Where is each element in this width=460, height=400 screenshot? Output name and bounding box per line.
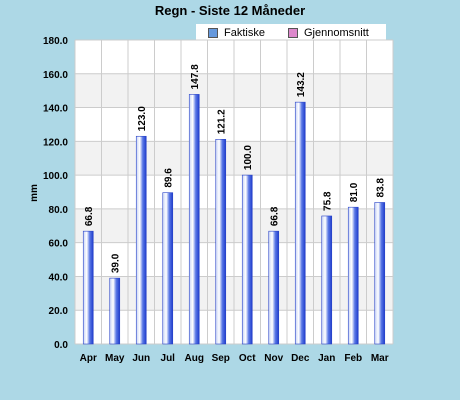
bar <box>268 230 280 345</box>
legend-item-average: Gjennomsnitt <box>288 27 369 39</box>
bar <box>162 192 174 345</box>
y-tick-label: 40.0 <box>49 272 69 283</box>
legend-item-actual: Faktiske <box>208 27 265 39</box>
x-tick-label: Jul <box>161 353 176 364</box>
y-tick-label: 140.0 <box>43 104 68 115</box>
data-label: 143.2 <box>296 72 307 97</box>
legend: Faktiske Gjennomsnitt <box>196 24 386 42</box>
data-label: 123.0 <box>137 106 148 131</box>
y-tick-label: 0.0 <box>54 340 68 351</box>
bar <box>188 94 200 345</box>
bar <box>135 135 147 345</box>
x-tick-label: Jun <box>132 353 150 364</box>
bar <box>294 101 306 345</box>
y-tick-label: 120.0 <box>43 137 68 148</box>
data-label: 100.0 <box>243 145 254 170</box>
data-label: 75.8 <box>323 191 334 211</box>
legend-swatch-average <box>288 28 298 38</box>
data-label: 83.8 <box>376 178 387 198</box>
data-label: 66.8 <box>270 206 281 226</box>
y-tick-label: 160.0 <box>43 70 68 81</box>
data-label: 89.6 <box>164 168 175 188</box>
x-tick-label: Apr <box>80 353 97 364</box>
y-tick-label: 60.0 <box>49 239 69 250</box>
bar <box>347 206 359 345</box>
y-tick-label: 80.0 <box>49 205 69 216</box>
data-label: 81.0 <box>349 182 360 202</box>
bar <box>374 202 386 345</box>
bar <box>215 139 227 345</box>
x-tick-label: Mar <box>371 353 389 364</box>
x-tick-label: May <box>105 353 125 364</box>
x-tick-label: Aug <box>185 353 204 364</box>
data-label: 147.8 <box>190 64 201 89</box>
x-tick-label: Oct <box>239 353 256 364</box>
x-tick-label: Jan <box>318 353 335 364</box>
data-label: 66.8 <box>84 206 95 226</box>
data-label: 39.0 <box>111 253 122 273</box>
legend-label-average: Gjennomsnitt <box>304 27 369 39</box>
chart-title: Regn - Siste 12 Måneder <box>154 3 306 18</box>
y-axis-title: mm <box>29 184 40 202</box>
bar <box>109 277 121 345</box>
legend-label-actual: Faktiske <box>224 27 265 39</box>
legend-swatch-actual <box>208 28 218 38</box>
y-tick-label: 180.0 <box>43 36 68 47</box>
y-tick-label: 100.0 <box>43 171 68 182</box>
y-tick-label: 20.0 <box>49 306 69 317</box>
x-tick-label: Dec <box>291 353 310 364</box>
bar <box>321 215 333 345</box>
bar <box>82 230 94 345</box>
x-tick-label: Nov <box>264 353 283 364</box>
x-tick-label: Feb <box>344 353 362 364</box>
x-tick-label: Sep <box>212 353 230 364</box>
bar <box>241 174 253 345</box>
data-label: 121.2 <box>217 109 228 134</box>
